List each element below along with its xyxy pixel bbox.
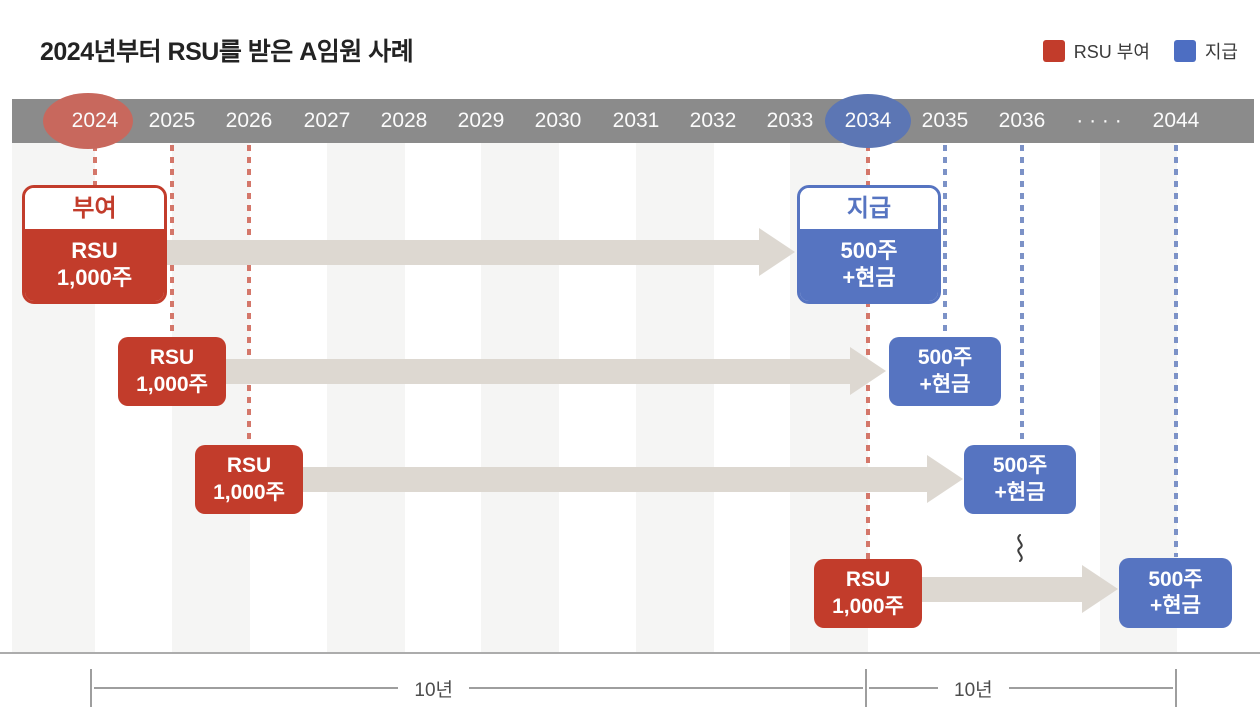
span-duration-label: 10년 [414,679,454,701]
grant-color-swatch [1042,40,1065,62]
year-gap-dots: · · · · [1076,109,1122,132]
grant-box-row2: RSU 1,000주 [118,337,226,406]
arrow-shaft-row1 [160,240,759,265]
year-label-2030: 2030 [534,109,582,132]
year-label-2032: 2032 [689,109,737,132]
year-label-2044: 2044 [1152,109,1200,132]
arrow-head-row4 [1082,565,1118,613]
span-line [869,687,939,689]
payout-line1: 500주 [992,454,1048,478]
gridline-2035 [943,145,947,337]
grant-box-row3: RSU 1,000주 [195,445,303,514]
arrow-shaft-row4 [922,577,1082,602]
span-line [94,687,399,689]
year-label-2025: 2025 [148,109,196,132]
grant-line2: 1,000주 [213,480,285,504]
payout-box-header: 지급 [800,188,938,229]
payout-year-highlight-ellipse [825,94,911,148]
gridline-2026 [247,145,251,445]
gridline-2036 [1020,145,1024,445]
year-label-2029: 2029 [457,109,505,132]
span-tick-2044 [1175,669,1177,707]
timeline-break-icon [1012,534,1028,567]
year-stripe [327,143,405,652]
payout-box-row1: 지급 500주 +현금 [797,185,941,304]
year-stripe [481,143,559,652]
duration-span-2: 10년 [869,677,1173,701]
legend-payout-label: 지급 [1204,42,1238,62]
year-label-2024: 2024 [71,109,119,132]
payout-line1: 500주 [1148,567,1203,591]
year-label-2036: 2036 [998,109,1046,132]
payout-box-row4: 500주 +현금 [1119,558,1232,628]
payout-box-row3: 500주 +현금 [964,445,1076,514]
year-label-2034: 2034 [844,109,892,132]
grant-line2: 1,000주 [832,594,904,618]
year-label-2031: 2031 [612,109,660,132]
payout-line2: +현금 [842,265,896,290]
arrow-head-row2 [850,347,886,395]
payout-line2: +현금 [919,372,971,396]
year-label-2028: 2028 [380,109,428,132]
payout-box-body: 500주 +현금 [800,229,938,301]
grant-line2: 1,000주 [136,372,208,396]
grant-line1: RSU [845,568,891,592]
grant-box-row1: 부여 RSU 1,000주 [22,185,167,304]
grant-year-highlight-ellipse [43,93,133,149]
arrow-shaft-row2 [226,359,850,384]
year-stripe [636,143,714,652]
payout-line1: 500주 [840,238,898,264]
arrow-shaft-row3 [303,467,927,492]
gridline-2024 [93,145,97,185]
payout-color-swatch [1173,40,1196,62]
page-title: 2024년부터 RSU를 받은 A임원 사례 [40,38,414,66]
gridline-2044 [1174,145,1178,557]
grant-line1: RSU [149,346,195,370]
grant-line1: RSU [226,454,272,478]
grant-line1: RSU [71,238,118,264]
legend-grant-label: RSU 부여 [1073,42,1150,62]
span-duration-label: 10년 [954,679,993,701]
payout-box-row2: 500주 +현금 [889,337,1001,406]
arrow-head-row1 [759,228,795,276]
year-label-2026: 2026 [225,109,273,132]
year-label-2035: 2035 [921,109,969,132]
legend: RSU 부여 지급 [1042,38,1238,64]
span-tick-2024 [90,669,92,707]
span-line [1008,687,1173,689]
span-line [469,687,863,689]
grant-box-row4: RSU 1,000주 [814,559,922,628]
year-label-2027: 2027 [303,109,351,132]
legend-item-payout: 지급 [1173,38,1238,64]
duration-span-1: 10년 [94,677,863,701]
grant-box-header: 부여 [25,188,164,229]
arrow-head-row3 [927,455,963,503]
grant-box-body: RSU 1,000주 [25,229,164,301]
payout-line1: 500주 [917,346,973,370]
span-tick-2034 [865,669,867,707]
timeline-bar: 2024 2025 2026 2027 2028 2029 2030 2031 … [12,93,1254,149]
grant-line2: 1,000주 [56,265,133,290]
payout-line2: +현금 [1150,594,1201,617]
payout-line2: +현금 [994,480,1046,504]
legend-item-grant: RSU 부여 [1042,38,1150,64]
year-label-2033: 2033 [766,109,814,132]
